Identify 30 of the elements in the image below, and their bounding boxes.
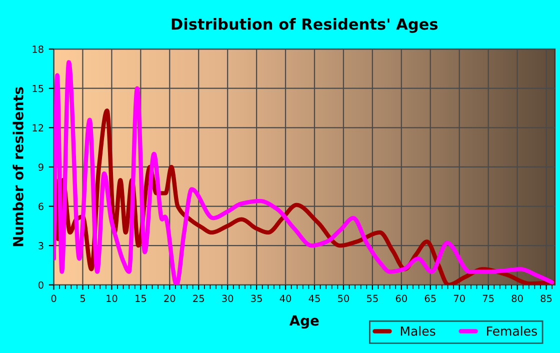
x-tick-label: 70: [454, 294, 465, 302]
x-tick-label: 60: [396, 294, 407, 302]
x-tick-label: 65: [424, 294, 436, 302]
x-tick-label: 15: [136, 294, 146, 302]
x-tick-label: 45: [308, 294, 320, 302]
y-tick-label: 0: [38, 281, 44, 289]
y-axis-title: Number of residents: [12, 87, 24, 246]
y-tick-label: 12: [32, 124, 44, 132]
y-tick-label: 15: [32, 84, 44, 92]
x-tick-label: 75: [482, 294, 494, 302]
legend-label: Females: [487, 326, 537, 336]
chart-title: Distribution of Residents' Ages: [172, 18, 438, 33]
x-tick-label: 55: [367, 294, 378, 302]
x-tick-label: 25: [193, 294, 204, 302]
x-tick-label: 20: [164, 294, 176, 302]
x-tick-label: 85: [540, 294, 552, 302]
x-tick-label: 80: [512, 294, 523, 302]
x-tick-label: 10: [106, 294, 118, 302]
y-tick-label: 9: [38, 163, 44, 171]
y-tick-label: 6: [38, 202, 44, 210]
x-tick-label: 35: [251, 294, 262, 302]
y-tick-label: 18: [32, 46, 44, 53]
x-axis-title: Age: [289, 315, 319, 329]
y-tick-label: 3: [38, 242, 44, 250]
x-tick-label: 30: [222, 294, 234, 302]
x-tick-label: 40: [280, 294, 292, 302]
x-tick-label: 50: [338, 294, 350, 302]
x-tick-label: 5: [80, 294, 85, 302]
legend-label: Males: [400, 326, 436, 336]
x-tick-label: 0: [51, 294, 56, 302]
